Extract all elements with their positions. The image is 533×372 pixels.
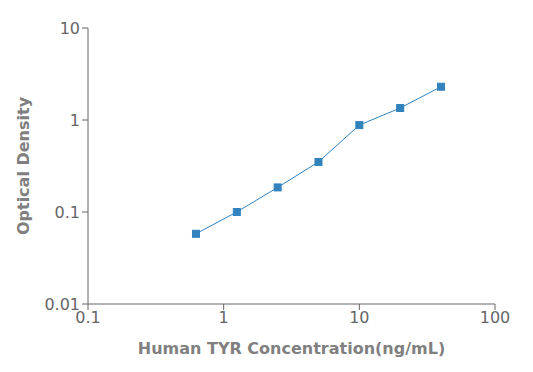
svg-text:100: 100 bbox=[480, 308, 511, 327]
svg-text:1: 1 bbox=[70, 111, 80, 130]
svg-text:1: 1 bbox=[219, 308, 229, 327]
svg-text:0.1: 0.1 bbox=[55, 203, 80, 222]
svg-text:10: 10 bbox=[349, 308, 369, 327]
svg-text:0.1: 0.1 bbox=[75, 308, 101, 328]
svg-text:10: 10 bbox=[60, 19, 80, 38]
svg-text:0.01: 0.01 bbox=[44, 295, 80, 314]
svg-text:Human TYR Concentration(ng/mL): Human TYR Concentration(ng/mL) bbox=[138, 339, 445, 358]
svg-text:Optical Density: Optical Density bbox=[14, 96, 33, 235]
